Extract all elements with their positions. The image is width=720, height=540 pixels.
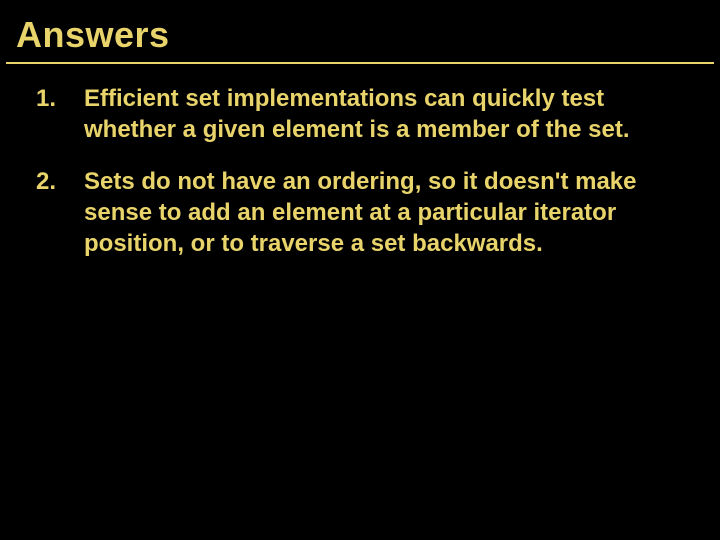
answer-list: Efficient set implementations can quickl…: [0, 84, 720, 260]
list-item: Efficient set implementations can quickl…: [36, 84, 690, 145]
list-item: Sets do not have an ordering, so it does…: [36, 167, 690, 259]
slide-title: Answers: [6, 0, 714, 64]
list-item-text: Efficient set implementations can quickl…: [84, 84, 690, 145]
list-item-text: Sets do not have an ordering, so it does…: [84, 167, 690, 259]
slide: Answers Efficient set implementations ca…: [0, 0, 720, 540]
